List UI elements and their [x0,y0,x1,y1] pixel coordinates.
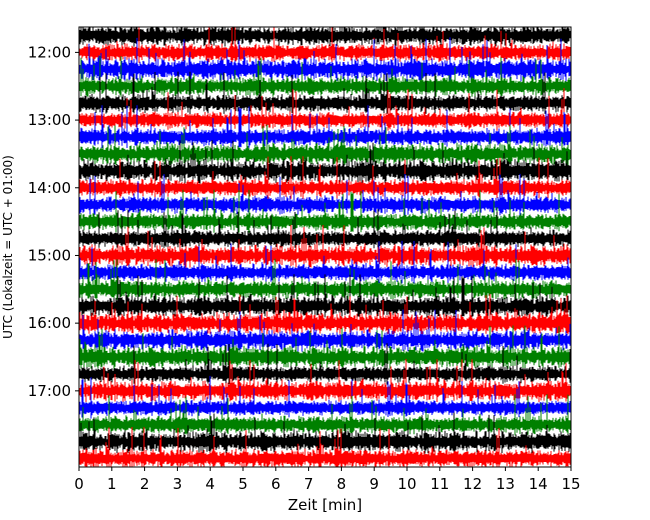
trace-line [79,37,571,82]
trace-line [79,88,571,132]
trace-line [79,55,571,97]
trace-line [79,209,571,249]
x-tick-label: 5 [238,475,248,493]
trace-line [79,274,571,318]
plot-frame [78,26,572,468]
x-tick-label: 9 [369,475,379,493]
seismic-traces [79,27,571,467]
y-tick-label: 17:00 [28,382,71,400]
y-tick-label: 16:00 [28,314,71,332]
x-axis-title: Zeit [min] [288,496,362,514]
y-tick-label: 15:00 [28,246,71,264]
x-tick-label: 12 [463,475,482,493]
trace-line [79,105,571,149]
trace-line [79,124,571,166]
trace-line [79,71,571,115]
y-tick-label: 13:00 [28,111,71,129]
trace-line [79,427,571,467]
trace-line [79,27,571,47]
trace-line [79,173,571,216]
trace-line [79,189,571,233]
x-tick-label: 11 [430,475,449,493]
x-tick-label: 13 [496,475,515,493]
x-tick-label: 3 [173,475,183,493]
x-tick-label: 7 [304,475,314,493]
trace-line [79,309,571,352]
x-tick-label: 1 [107,475,117,493]
x-tick-label: 4 [205,475,215,493]
x-tick-label: 8 [337,475,347,493]
y-axis: 12:00 13:00 14:00 15:00 16:00 17:00 [28,43,79,400]
y-axis-title: UTC (Lokalzeit = UTC + 01:00) [1,155,15,339]
y-tick-label: 14:00 [28,179,71,197]
trace-line [79,293,571,335]
x-tick-label: 15 [561,475,580,493]
y-tick-label: 12:00 [28,43,71,61]
x-tick-label: 6 [271,475,281,493]
x-tick-label: 10 [397,475,416,493]
x-axis: 0 1 2 3 4 5 6 7 8 9 10 11 12 13 14 15 [74,467,581,493]
x-tick-label: 14 [529,475,548,493]
x-tick-label: 2 [140,475,150,493]
trace-line [79,412,571,454]
x-tick-label: 0 [74,475,84,493]
trace-line [79,140,571,184]
